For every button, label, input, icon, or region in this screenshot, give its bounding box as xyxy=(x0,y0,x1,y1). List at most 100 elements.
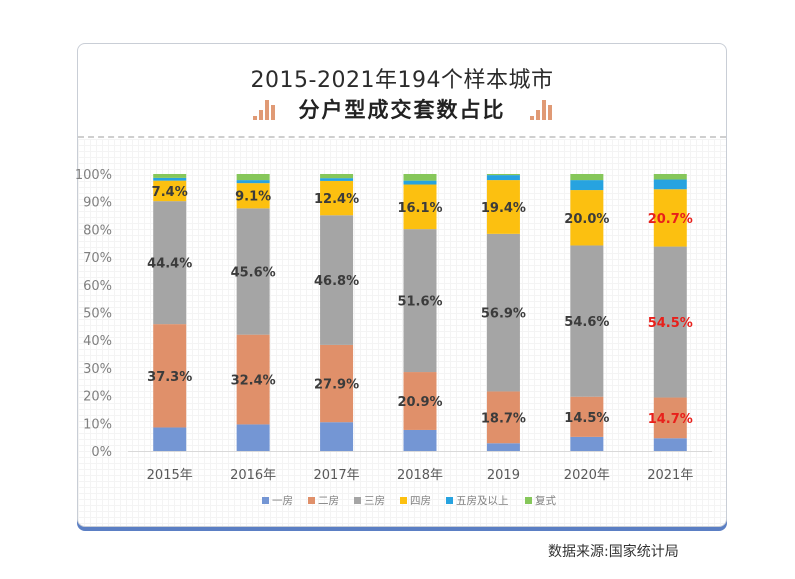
data-label: 12.4% xyxy=(314,192,359,207)
bar-segment xyxy=(236,424,270,451)
x-tick-label: 2017年 xyxy=(314,468,360,483)
data-label: 19.4% xyxy=(481,201,526,216)
bar-segment xyxy=(403,180,437,185)
bar-segment xyxy=(653,246,687,398)
bar-segment xyxy=(403,174,437,181)
bar-segment xyxy=(653,174,687,180)
legend-label: 二房 xyxy=(318,494,339,507)
bar-segment xyxy=(403,429,437,451)
y-tick-label: 50% xyxy=(83,307,112,322)
legend-label: 五房及以上 xyxy=(456,494,509,507)
bar-segment xyxy=(236,174,270,181)
data-label: 46.8% xyxy=(314,274,359,289)
data-label: 7.4% xyxy=(152,185,188,200)
bar-segment xyxy=(570,436,604,451)
bar-segment xyxy=(403,184,437,230)
legend-label: 三房 xyxy=(364,494,385,507)
y-tick-label: 90% xyxy=(83,196,112,211)
divider xyxy=(78,136,726,138)
chart-subtitle-row: 分户型成交套数占比 xyxy=(78,94,726,124)
legend-swatch xyxy=(525,497,532,504)
bar-segment xyxy=(653,438,687,451)
bar-segment xyxy=(153,324,187,428)
bar-segment xyxy=(153,174,187,178)
y-tick-label: 70% xyxy=(83,251,112,266)
data-label: 51.6% xyxy=(397,295,442,310)
data-label: 37.3% xyxy=(147,370,192,385)
y-tick-label: 60% xyxy=(83,279,112,294)
data-label: 45.6% xyxy=(231,266,276,281)
data-label: 54.5% xyxy=(648,316,693,331)
bar-chart-icon xyxy=(529,100,552,120)
data-label: 44.4% xyxy=(147,257,192,272)
x-tick-label: 2019 xyxy=(487,468,520,483)
legend-swatch xyxy=(262,497,269,504)
bar-segment xyxy=(486,174,520,176)
bar-segment xyxy=(570,190,604,246)
bar-segment xyxy=(570,174,604,181)
bar-segment xyxy=(570,396,604,437)
y-tick-label: 100% xyxy=(75,168,112,183)
bar-segment xyxy=(153,180,187,202)
data-label: 32.4% xyxy=(231,374,276,389)
bar-segment xyxy=(236,208,270,335)
y-tick-label: 0% xyxy=(91,445,112,460)
bar-segment xyxy=(236,334,270,425)
data-label: 14.5% xyxy=(564,411,609,426)
data-label: 20.9% xyxy=(397,395,442,410)
data-source-note: 数据来源:国家统计局 xyxy=(548,544,679,560)
y-tick-label: 10% xyxy=(83,417,112,432)
bar-segment xyxy=(403,229,437,373)
data-label: 20.7% xyxy=(648,212,693,227)
bar-segment xyxy=(486,233,520,392)
data-label: 9.1% xyxy=(235,190,271,205)
x-tick-label: 2020年 xyxy=(564,468,610,483)
chart-subtitle: 分户型成交套数占比 xyxy=(298,98,506,122)
bar-segment xyxy=(570,180,604,191)
data-label: 18.7% xyxy=(481,411,526,426)
bar-segment xyxy=(320,422,354,451)
legend-label: 一房 xyxy=(272,494,293,507)
bar-segment xyxy=(403,372,437,430)
y-tick-label: 80% xyxy=(83,223,112,238)
bar-segment xyxy=(653,189,687,247)
bar-segment xyxy=(486,443,520,451)
x-tick-label: 2018年 xyxy=(397,468,443,483)
legend-swatch xyxy=(308,497,315,504)
y-tick-label: 20% xyxy=(83,390,112,405)
legend-swatch xyxy=(354,497,361,504)
bar-segment xyxy=(653,179,687,190)
bar-segment xyxy=(320,174,354,179)
data-label: 54.6% xyxy=(564,315,609,330)
bar-segment xyxy=(153,427,187,451)
data-label: 56.9% xyxy=(481,307,526,322)
legend-swatch xyxy=(446,497,453,504)
bar-chart-icon xyxy=(252,100,275,120)
x-tick-label: 2015年 xyxy=(147,468,193,483)
bar-segment xyxy=(320,344,354,423)
y-tick-label: 40% xyxy=(83,334,112,349)
bar-segment xyxy=(486,391,520,444)
data-label: 20.0% xyxy=(564,212,609,227)
bar-segment xyxy=(153,177,187,181)
data-label: 16.1% xyxy=(397,201,442,216)
legend-label: 四房 xyxy=(410,494,431,507)
legend-swatch xyxy=(400,497,407,504)
data-label: 27.9% xyxy=(314,378,359,393)
legend-label: 复式 xyxy=(535,494,556,507)
bar-segment xyxy=(320,180,354,216)
bar-segment xyxy=(486,175,520,181)
bar-segment xyxy=(153,201,187,325)
bar-segment xyxy=(320,178,354,181)
y-tick-label: 30% xyxy=(83,362,112,377)
x-tick-label: 2021年 xyxy=(647,468,693,483)
bar-segment xyxy=(653,397,687,439)
bar-segment xyxy=(236,180,270,184)
bar-segment xyxy=(570,245,604,397)
bar-segment xyxy=(236,183,270,209)
bar-segment xyxy=(320,215,354,345)
x-tick-label: 2016年 xyxy=(230,468,276,483)
chart-title: 2015-2021年194个样本城市 xyxy=(250,68,554,93)
data-label: 14.7% xyxy=(648,412,693,427)
